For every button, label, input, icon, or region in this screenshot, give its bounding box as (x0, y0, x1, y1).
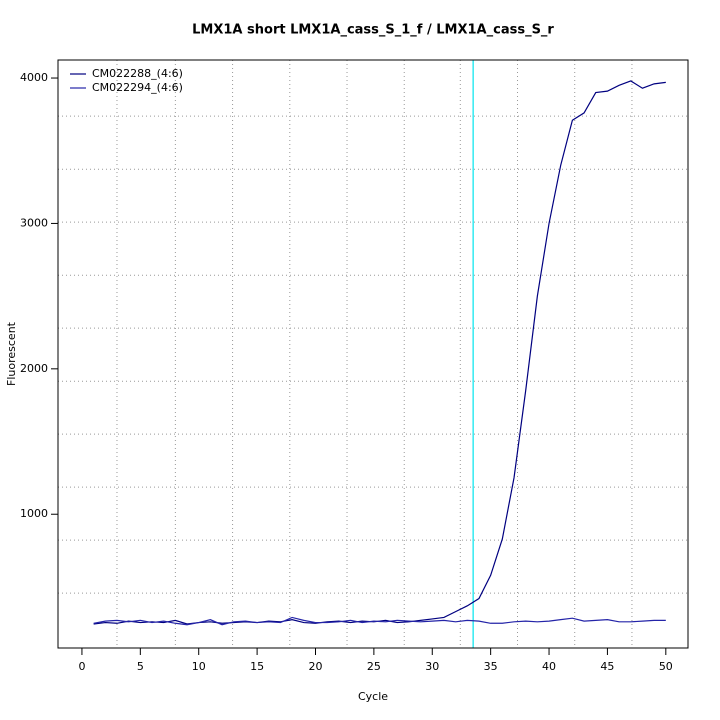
x-tick-label: 30 (425, 660, 439, 673)
chart-title: LMX1A short LMX1A_cass_S_1_f / LMX1A_cas… (192, 23, 554, 38)
x-tick-label: 35 (484, 660, 498, 673)
data-line (93, 616, 666, 626)
legend-label: CM022288_(4:6) (92, 67, 183, 80)
x-tick-label: 25 (367, 660, 381, 673)
y-tick-label: 2000 (20, 362, 48, 375)
legend-label: CM022294_(4:6) (92, 81, 183, 94)
x-tick-label: 15 (250, 660, 264, 673)
x-tick-label: 50 (659, 660, 673, 673)
y-tick-label: 1000 (20, 507, 48, 520)
x-tick-label: 5 (137, 660, 144, 673)
plot-frame (57, 59, 689, 649)
x-tick-label: 10 (192, 660, 206, 673)
x-tick-label: 0 (78, 660, 85, 673)
y-tick-label: 3000 (20, 216, 48, 229)
y-axis-label: Fluorescent (5, 321, 18, 386)
x-tick-label: 20 (308, 660, 322, 673)
x-axis-label: Cycle (358, 690, 388, 703)
data-line (93, 80, 666, 625)
x-tick-label: 40 (542, 660, 556, 673)
x-tick-label: 45 (600, 660, 614, 673)
y-tick-label: 4000 (20, 71, 48, 84)
